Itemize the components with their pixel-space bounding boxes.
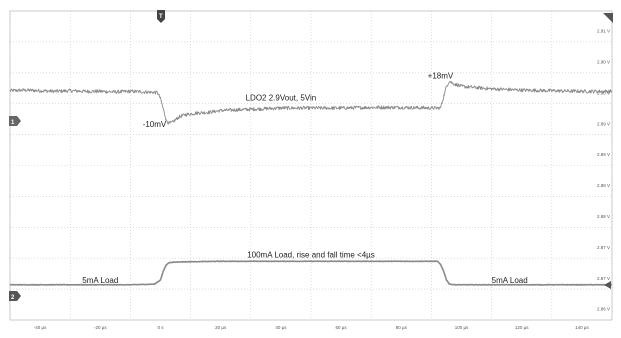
x-tick-label: 40 µs <box>275 325 287 330</box>
y-tick-label: 2.89 V <box>597 152 610 157</box>
chart-tick-labels: -40 µs -20 µs 0 s 20 µs 40 µs 60 µs 80 µs 100 µ… <box>34 29 610 330</box>
channel-1-marker-label: 1 <box>11 120 15 126</box>
x-tick-label: 0 s <box>157 325 164 330</box>
annotation-label: 5mA Load <box>82 276 118 285</box>
x-tick-label: 80 µs <box>396 325 408 330</box>
x-tick-label: 60 µs <box>336 325 348 330</box>
annotation-label: LDO2 2.9Vout, 5Vin <box>246 94 317 103</box>
y-tick-label: 2.90 V <box>597 90 610 95</box>
y-tick-label: 2.88 V <box>597 183 610 188</box>
x-tick-label: -40 µs <box>34 325 47 330</box>
series-line-1 <box>9 80 613 125</box>
annotation-label: 5mA Load <box>492 276 528 285</box>
y-tick-label: 2.86 V <box>597 307 610 312</box>
channel-2-marker[interactable]: 2 <box>9 291 21 301</box>
x-tick-label: 100 µs <box>455 325 469 330</box>
annotation-label: 100mA Load, rise and fall time <4µs <box>247 251 375 260</box>
y-tick-label: 2.89 V <box>597 121 610 126</box>
channel-2-marker-label: 2 <box>11 295 15 301</box>
y-tick-label: 2.87 V <box>597 276 610 281</box>
chart-series <box>9 80 613 286</box>
annotation-label: +18mV <box>428 71 454 80</box>
plot-frame <box>9 10 613 321</box>
chart-grid <box>9 10 613 321</box>
trigger-level-icon[interactable] <box>603 13 613 23</box>
y-tick-label: 2.88 V <box>597 214 610 219</box>
x-tick-label: 140 µs <box>575 325 589 330</box>
annotation-label: -10mV <box>143 120 167 129</box>
chart-annotations: LDO2 2.9Vout, 5Vin -10mV +18mV 100mA Load, … <box>82 71 527 285</box>
x-tick-label: 20 µs <box>215 325 227 330</box>
trigger-position-marker[interactable]: T <box>157 10 165 23</box>
series-line-2 <box>9 260 613 286</box>
trigger-position-marker-label: T <box>159 14 163 20</box>
channel-1-marker[interactable]: 1 <box>9 116 21 126</box>
x-tick-label: -20 µs <box>94 325 107 330</box>
y-tick-label: 2.90 V <box>597 60 610 65</box>
x-tick-label: 120 µs <box>515 325 529 330</box>
y-tick-label: 2.87 V <box>597 245 610 250</box>
trigger-level-arrow-icon[interactable] <box>604 281 611 289</box>
y-tick-label: 2.91 V <box>597 29 610 34</box>
